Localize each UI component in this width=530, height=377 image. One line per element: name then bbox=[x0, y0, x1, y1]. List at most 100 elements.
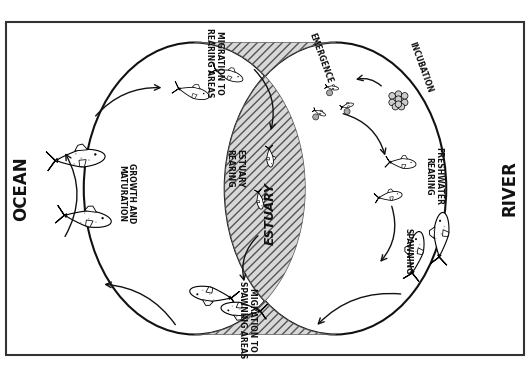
Text: INCUBATION: INCUBATION bbox=[408, 41, 435, 94]
Polygon shape bbox=[66, 211, 111, 227]
Text: ESTUARY
REARING: ESTUARY REARING bbox=[225, 149, 244, 188]
Polygon shape bbox=[403, 271, 419, 281]
Circle shape bbox=[389, 99, 395, 106]
Circle shape bbox=[419, 244, 420, 245]
Polygon shape bbox=[221, 302, 259, 316]
Polygon shape bbox=[328, 86, 339, 90]
Circle shape bbox=[217, 290, 219, 291]
Text: FRESHWATER
REARING: FRESHWATER REARING bbox=[424, 147, 444, 205]
Ellipse shape bbox=[225, 43, 446, 334]
Circle shape bbox=[227, 310, 229, 311]
Circle shape bbox=[410, 255, 411, 256]
Polygon shape bbox=[267, 150, 273, 167]
Polygon shape bbox=[319, 113, 321, 115]
Polygon shape bbox=[417, 248, 423, 254]
Polygon shape bbox=[346, 102, 349, 104]
Polygon shape bbox=[320, 110, 323, 112]
Polygon shape bbox=[401, 155, 408, 159]
Polygon shape bbox=[195, 43, 335, 334]
Circle shape bbox=[392, 103, 399, 110]
Polygon shape bbox=[443, 230, 449, 236]
Polygon shape bbox=[434, 213, 449, 255]
Circle shape bbox=[398, 103, 405, 110]
Circle shape bbox=[213, 299, 215, 301]
Circle shape bbox=[247, 304, 249, 306]
Circle shape bbox=[344, 109, 350, 115]
Circle shape bbox=[433, 230, 435, 231]
Polygon shape bbox=[267, 158, 270, 160]
Polygon shape bbox=[227, 76, 232, 80]
Circle shape bbox=[237, 76, 239, 77]
Circle shape bbox=[395, 96, 402, 103]
Polygon shape bbox=[409, 231, 424, 271]
Polygon shape bbox=[192, 84, 200, 89]
Polygon shape bbox=[190, 286, 229, 301]
Circle shape bbox=[395, 91, 402, 97]
Polygon shape bbox=[206, 287, 213, 293]
Polygon shape bbox=[324, 84, 328, 89]
Polygon shape bbox=[257, 201, 260, 203]
Polygon shape bbox=[340, 106, 343, 110]
Text: MIGRATION TO
REARING AREAS: MIGRATION TO REARING AREAS bbox=[205, 28, 224, 97]
Circle shape bbox=[92, 211, 93, 212]
Circle shape bbox=[202, 290, 204, 291]
Polygon shape bbox=[273, 156, 276, 161]
Circle shape bbox=[88, 218, 90, 219]
Circle shape bbox=[88, 159, 90, 161]
Circle shape bbox=[401, 93, 408, 99]
Circle shape bbox=[336, 87, 337, 88]
Circle shape bbox=[239, 309, 241, 310]
Circle shape bbox=[271, 163, 272, 164]
Circle shape bbox=[73, 163, 75, 165]
Polygon shape bbox=[402, 164, 406, 169]
Circle shape bbox=[389, 93, 395, 99]
Polygon shape bbox=[332, 88, 334, 90]
Circle shape bbox=[395, 101, 402, 107]
Text: OCEAN: OCEAN bbox=[12, 156, 30, 221]
Polygon shape bbox=[254, 189, 261, 193]
Polygon shape bbox=[46, 152, 58, 171]
Circle shape bbox=[94, 153, 96, 156]
Circle shape bbox=[323, 113, 324, 114]
Circle shape bbox=[80, 222, 82, 224]
Circle shape bbox=[401, 99, 408, 106]
Circle shape bbox=[397, 193, 398, 195]
Polygon shape bbox=[79, 159, 86, 167]
Polygon shape bbox=[55, 205, 67, 223]
Circle shape bbox=[244, 314, 245, 316]
Polygon shape bbox=[262, 199, 265, 203]
Text: GROWTH AND
MATURATION: GROWTH AND MATURATION bbox=[117, 163, 136, 224]
Ellipse shape bbox=[84, 43, 305, 334]
Polygon shape bbox=[332, 85, 335, 86]
Polygon shape bbox=[172, 81, 180, 93]
Polygon shape bbox=[405, 244, 411, 255]
Circle shape bbox=[95, 221, 97, 223]
Circle shape bbox=[313, 114, 319, 120]
Polygon shape bbox=[348, 106, 349, 107]
Text: RIVER: RIVER bbox=[500, 161, 518, 216]
Polygon shape bbox=[342, 103, 354, 107]
Circle shape bbox=[81, 158, 82, 159]
Circle shape bbox=[236, 316, 237, 317]
Polygon shape bbox=[430, 255, 447, 265]
Polygon shape bbox=[429, 227, 435, 238]
Circle shape bbox=[440, 233, 442, 234]
Text: MIGRATION TO
SPAWNING AREAS: MIGRATION TO SPAWNING AREAS bbox=[237, 281, 257, 358]
Polygon shape bbox=[315, 110, 325, 116]
Polygon shape bbox=[390, 197, 393, 200]
Polygon shape bbox=[57, 149, 105, 167]
Polygon shape bbox=[209, 63, 217, 74]
Circle shape bbox=[415, 238, 417, 240]
Polygon shape bbox=[257, 193, 263, 209]
Circle shape bbox=[326, 90, 332, 96]
Circle shape bbox=[445, 241, 446, 242]
Polygon shape bbox=[387, 189, 394, 193]
Polygon shape bbox=[85, 220, 93, 227]
Circle shape bbox=[261, 205, 262, 206]
Polygon shape bbox=[228, 67, 235, 72]
Circle shape bbox=[196, 293, 198, 295]
Text: ESTUARY: ESTUARY bbox=[263, 182, 277, 245]
Polygon shape bbox=[202, 300, 213, 305]
Polygon shape bbox=[259, 304, 268, 319]
Polygon shape bbox=[379, 192, 402, 201]
